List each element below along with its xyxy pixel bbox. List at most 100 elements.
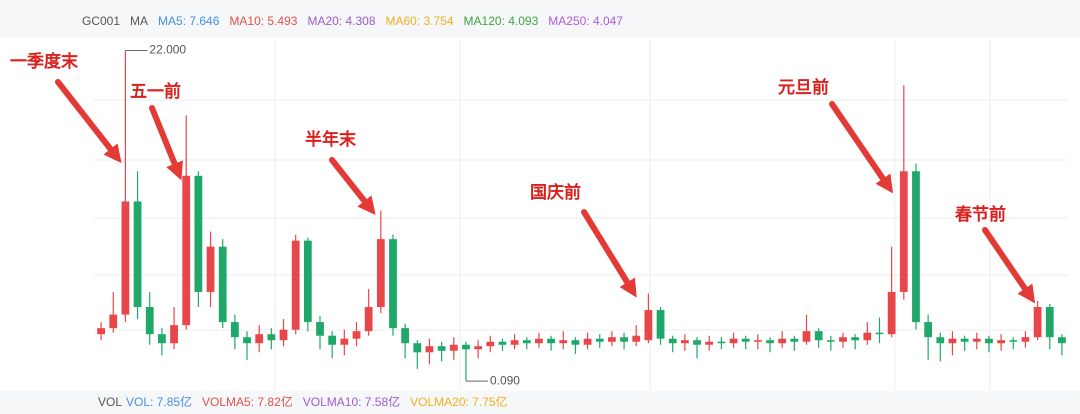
header-label: GC001: [82, 14, 120, 28]
candle-body: [741, 338, 750, 342]
candle-body: [547, 338, 555, 344]
candle-body: [510, 340, 519, 345]
annotation: 春节前: [955, 204, 1006, 225]
volume-legend-entry: VOLMA5: 7.82亿: [202, 394, 293, 409]
candle-body: [620, 337, 628, 342]
candle-body: [705, 341, 714, 345]
candle-body: [595, 338, 604, 342]
candle-body: [243, 337, 251, 344]
candle-body: [145, 307, 154, 335]
candle-body: [303, 240, 312, 323]
candle-body: [948, 338, 957, 344]
candle-body: [972, 338, 981, 342]
candle-body: [875, 332, 884, 335]
volume-legend-entry: VOLMA10: 7.58亿: [303, 394, 400, 409]
min-label: 0.090: [490, 373, 520, 387]
candle-body: [425, 346, 434, 353]
candle-body: [608, 337, 616, 342]
volume-bar: [0, 391, 1080, 414]
volume-legend-entry: VOL: 7.85亿: [126, 394, 192, 409]
candle-body: [559, 340, 568, 344]
candle-body: [401, 328, 410, 344]
candle-body: [170, 325, 178, 344]
header-bar: [0, 0, 1080, 38]
candle-body: [1045, 307, 1054, 338]
candle-body: [997, 340, 1005, 344]
legend-entry: MA20: 4.308: [307, 14, 375, 28]
header-label: MA: [130, 14, 148, 28]
legend-entry: MA60: 3.754: [386, 14, 454, 28]
legend-entry: MA10: 5.493: [229, 14, 297, 28]
candle-body: [814, 331, 823, 341]
candle-body: [729, 338, 738, 344]
candle-body: [583, 338, 592, 345]
candle-body: [753, 340, 762, 342]
candle-body: [194, 175, 203, 292]
annotation: 国庆前: [530, 182, 581, 203]
candle-body: [936, 337, 945, 344]
candle-body: [255, 334, 264, 344]
candle-body: [133, 201, 142, 308]
candle-body: [717, 341, 726, 344]
candle-body: [158, 334, 166, 344]
candle-body: [121, 201, 130, 315]
candle-body: [522, 340, 531, 344]
candle-body: [887, 291, 896, 335]
candle-body: [693, 340, 701, 345]
candle-body: [462, 344, 470, 350]
candle-body: [632, 335, 641, 342]
candle-body: [316, 322, 324, 336]
annotation: 一季度末: [10, 51, 79, 72]
candle-body: [449, 344, 458, 351]
candle-body: [790, 338, 799, 342]
candle-body: [826, 340, 835, 342]
candle-body: [863, 332, 872, 341]
candle-body: [498, 341, 507, 345]
candle-body: [1021, 337, 1030, 342]
candle-body: [291, 240, 300, 330]
candle-body: [960, 338, 969, 342]
candle-body: [389, 239, 397, 329]
grid: [93, 40, 1068, 390]
candle-body: [97, 328, 105, 335]
candle-body: [839, 337, 847, 342]
candle-body: [437, 346, 446, 351]
candle-body: [680, 340, 689, 344]
legend-entry: MA5: 7.646: [158, 14, 220, 28]
candle-body: [644, 310, 653, 341]
candle-body: [1009, 340, 1018, 342]
legend-entry: MA120: 4.093: [464, 14, 539, 28]
candles: [97, 50, 1066, 382]
candle-body: [899, 171, 908, 292]
candle-body: [218, 246, 227, 323]
candle-body: [571, 340, 580, 345]
volume-header: VOL: [98, 395, 122, 409]
candle-body: [851, 337, 860, 341]
candle-body: [352, 331, 361, 339]
annotation: 五一前: [130, 81, 181, 102]
legend-entry: MA250: 4.047: [548, 14, 623, 28]
annotation: 半年末: [305, 129, 357, 150]
candle-body: [778, 338, 787, 344]
candle-body: [486, 341, 495, 347]
candle-body: [267, 334, 276, 341]
candle-body: [474, 346, 483, 350]
candle-body: [912, 171, 920, 323]
candle-body: [328, 335, 337, 345]
candle-body: [535, 338, 543, 344]
candle-body: [924, 322, 933, 338]
candle-body: [182, 175, 191, 326]
candle-body: [1033, 307, 1042, 338]
candle-body: [376, 239, 385, 308]
max-label: 22.000: [149, 43, 186, 57]
candle-body: [1058, 337, 1066, 344]
candle-body: [230, 322, 239, 338]
candle-body: [206, 246, 215, 292]
candle-body: [656, 310, 665, 339]
candle-body: [985, 338, 993, 344]
arrows: [55, 79, 1036, 304]
candle-body: [413, 343, 422, 353]
candle-body: [364, 307, 373, 332]
candle-body: [668, 338, 677, 344]
